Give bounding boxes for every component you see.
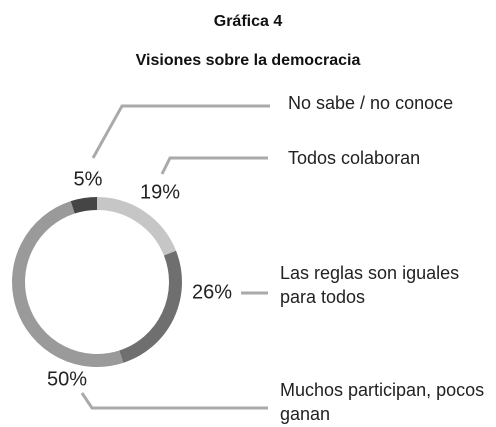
value-label: 5% [74,168,103,190]
leader-line [80,392,268,410]
category-label: Todos colaboran [288,148,421,168]
leader-line [160,156,268,175]
category-label: Las reglas son iguales para todos [280,263,460,307]
donut-segment [70,197,98,214]
value-label: 26% [192,281,232,303]
leader-line [91,104,270,159]
value-label: 50% [47,368,87,390]
donut-segment [119,250,182,363]
value-label: 19% [140,181,180,203]
chart-subtitle: Visiones sobre la democracia [135,52,361,69]
chart-title: Gráfica 4 [213,13,283,30]
category-label: Muchos participan, pocos ganan [280,380,485,424]
category-label: No sabe / no conoce [288,93,454,113]
donut-segment [12,201,124,367]
donut-segment [96,197,177,256]
